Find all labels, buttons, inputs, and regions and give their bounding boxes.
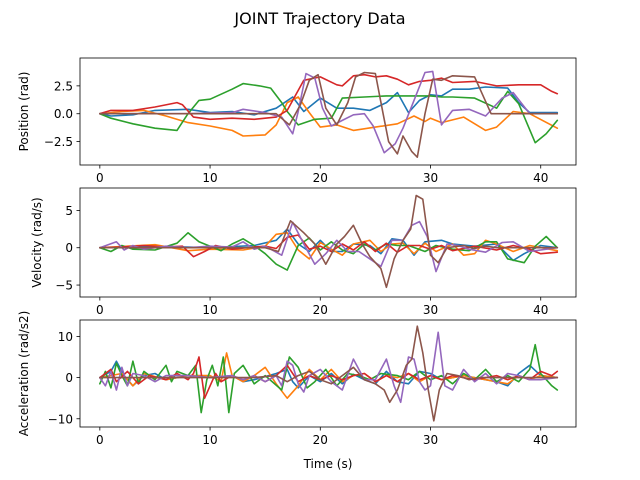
acceleration-ytick-label: 0 bbox=[65, 371, 73, 385]
position-series-line-1 bbox=[99, 86, 559, 117]
position-series-layer bbox=[99, 70, 559, 158]
velocity-ytick-label: 0 bbox=[65, 241, 73, 255]
position-xtick-label: 0 bbox=[96, 171, 104, 185]
acceleration-ticks: 0 10 20 30 40 −10 0 10 bbox=[48, 330, 549, 447]
position-xtick-label: 40 bbox=[533, 171, 548, 185]
velocity-ticks: 0 10 20 30 40 −5 0 5 bbox=[55, 204, 548, 317]
figure-title: JOINT Trajectory Data bbox=[233, 9, 405, 28]
position-ytick-label: −2.5 bbox=[44, 135, 73, 149]
velocity-series-line-4 bbox=[99, 234, 559, 258]
position-ytick-label: 2.5 bbox=[54, 79, 73, 93]
velocity-series-line-3 bbox=[99, 232, 559, 271]
time-xlabel: Time (s) bbox=[303, 457, 353, 471]
position-ytick-label: 0.0 bbox=[54, 107, 73, 121]
velocity-series-line-6 bbox=[99, 194, 559, 289]
velocity-ytick-label: 5 bbox=[65, 204, 73, 218]
acceleration-xtick-label: 40 bbox=[533, 433, 548, 447]
acceleration-xtick-label: 0 bbox=[96, 433, 104, 447]
velocity-axes-frame bbox=[79, 187, 577, 298]
subplot-position: 0 10 20 30 40 −2.5 0.0 2.5 Position (rad) bbox=[17, 57, 577, 185]
velocity-xtick-label: 20 bbox=[313, 303, 328, 317]
position-series-line-4 bbox=[99, 73, 559, 121]
acceleration-series-line-6 bbox=[99, 325, 559, 422]
acceleration-ytick-label: 10 bbox=[58, 330, 73, 344]
velocity-ytick-label: −5 bbox=[55, 279, 73, 293]
acceleration-axes-frame bbox=[79, 319, 577, 428]
subplot-velocity: 0 10 20 30 40 −5 0 5 Velocity (rad/s) bbox=[30, 187, 577, 317]
position-xtick-label: 30 bbox=[423, 171, 438, 185]
position-ticks: 0 10 20 30 40 −2.5 0.0 2.5 bbox=[44, 79, 549, 185]
subplot-acceleration: 0 10 20 30 40 −10 0 10 Acceleration (rad/s2) Ti… bbox=[17, 311, 577, 471]
position-xtick-label: 20 bbox=[313, 171, 328, 185]
acceleration-ytick-label: −10 bbox=[48, 412, 73, 426]
acceleration-series-layer bbox=[99, 325, 559, 422]
velocity-ylabel: Velocity (rad/s) bbox=[30, 197, 44, 287]
position-ylabel: Position (rad) bbox=[17, 72, 31, 152]
position-series-line-6 bbox=[99, 71, 559, 158]
acceleration-xtick-label: 30 bbox=[423, 433, 438, 447]
position-xtick-label: 10 bbox=[202, 171, 217, 185]
position-axes-frame bbox=[79, 57, 577, 166]
acceleration-series-line-5 bbox=[99, 331, 559, 404]
velocity-series-layer bbox=[99, 194, 559, 289]
acceleration-ylabel: Acceleration (rad/s2) bbox=[17, 311, 31, 437]
position-series-line-2 bbox=[99, 96, 559, 137]
acceleration-xtick-label: 20 bbox=[313, 433, 328, 447]
velocity-xtick-label: 0 bbox=[96, 303, 104, 317]
velocity-xtick-label: 10 bbox=[202, 303, 217, 317]
velocity-xtick-label: 40 bbox=[533, 303, 548, 317]
acceleration-xtick-label: 10 bbox=[202, 433, 217, 447]
velocity-xtick-label: 30 bbox=[423, 303, 438, 317]
